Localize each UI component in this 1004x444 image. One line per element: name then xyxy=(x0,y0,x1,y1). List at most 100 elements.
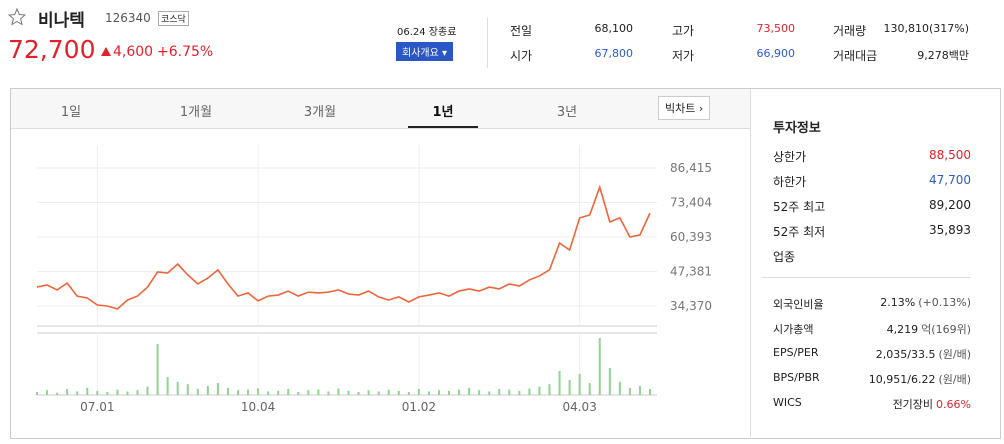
info-label: 상한가 xyxy=(773,150,807,164)
up-arrow xyxy=(101,47,111,56)
volume-bar xyxy=(46,390,49,395)
value: 2,035/33.5 xyxy=(875,348,936,361)
big-chart-label: 빅차트 xyxy=(665,102,696,115)
info-divider xyxy=(762,277,971,278)
info-label: 업종 xyxy=(773,250,796,264)
volume-bar xyxy=(267,391,270,395)
quote-value: 68,100 xyxy=(594,22,634,35)
y-tick-label: 47,381 xyxy=(670,265,712,279)
value: 4,219 xyxy=(886,323,919,336)
volume-bar xyxy=(437,390,440,395)
volume-bar xyxy=(478,390,481,395)
value: 2.13% xyxy=(880,296,916,309)
volume-bar xyxy=(106,392,109,395)
quote-label: 시가 xyxy=(510,49,533,63)
value-sub: (원/배) xyxy=(938,348,971,361)
volume-bar xyxy=(618,381,621,395)
volume-bar xyxy=(588,383,591,395)
price: 72,700 xyxy=(8,35,96,64)
chart-box xyxy=(10,88,1001,439)
quote-label: 고가 xyxy=(672,24,695,38)
volume-bar xyxy=(176,381,179,395)
volume-bar xyxy=(196,389,199,395)
market-badge: 코스닥 xyxy=(158,11,189,26)
quote-label: 전일 xyxy=(510,24,533,38)
info-value: 2.13% (+0.13%) xyxy=(880,296,971,309)
volume-bar xyxy=(56,392,59,395)
stock-name: 비나텍 xyxy=(38,11,85,31)
info-label: 52주 최고 xyxy=(773,200,826,214)
x-tick-label: 01.02 xyxy=(402,400,436,414)
info-value: 2,035/33.5 (원/배) xyxy=(876,346,971,362)
volume-bar xyxy=(317,389,320,395)
y-tick-label: 86,415 xyxy=(670,161,712,175)
info-label: 시가총액 xyxy=(773,323,814,336)
value: 10,951/6.22 xyxy=(868,373,936,386)
volume-bar xyxy=(598,338,601,395)
market-status: 06.24 장종료 xyxy=(397,27,457,38)
big-chart-button[interactable]: 빅차트 › xyxy=(658,96,711,120)
volume-bar xyxy=(498,389,501,395)
x-tick-label: 04.03 xyxy=(562,400,596,414)
change: 4,600 xyxy=(113,44,154,60)
volume-bar xyxy=(136,390,139,395)
x-tick-label: 10.04 xyxy=(241,400,275,414)
volume-bar xyxy=(407,392,410,395)
price-line xyxy=(36,184,651,310)
value-sub: 0.66% xyxy=(936,398,971,411)
volume-bar xyxy=(578,374,581,395)
volume-bar xyxy=(146,386,149,395)
volume-bar xyxy=(377,391,380,395)
info-value: 35,893 xyxy=(929,223,971,237)
y-tick-label: 60,393 xyxy=(670,230,712,244)
volume-bar xyxy=(488,391,491,395)
quote-label: 거래대금 xyxy=(833,49,878,63)
volume-bar xyxy=(558,371,561,395)
info-label: 52주 최저 xyxy=(773,225,826,239)
tab[interactable]: 3개월 xyxy=(303,105,337,120)
volume-bar xyxy=(166,377,169,395)
change-rate: +6.75% xyxy=(157,44,214,60)
star-icon[interactable] xyxy=(8,8,26,26)
volume-bar xyxy=(448,390,451,395)
volume-bar xyxy=(86,387,89,395)
volume-bar xyxy=(649,389,651,395)
volume-bar xyxy=(327,391,330,395)
volume-bar xyxy=(307,390,310,395)
info-label: 외국인비율 xyxy=(773,298,824,311)
info-value: 88,500 xyxy=(929,148,971,162)
volume-bar xyxy=(347,390,350,395)
info-title: 투자정보 xyxy=(773,121,821,136)
volume-bar xyxy=(66,389,69,395)
info-label: WICS xyxy=(773,396,802,409)
value: 전기장비 xyxy=(892,398,934,411)
tab[interactable]: 1개월 xyxy=(179,105,213,120)
volume-bar xyxy=(216,383,219,395)
volume-bar xyxy=(206,386,209,395)
volume-bar xyxy=(397,390,400,395)
quote-value: 73,500 xyxy=(756,22,796,35)
volume-bar xyxy=(417,389,420,395)
value-sub: (원/배) xyxy=(938,373,971,386)
volume-bar xyxy=(297,392,300,395)
tab[interactable]: 3년 xyxy=(556,105,578,120)
info-value: 47,700 xyxy=(929,173,971,187)
volume-bar xyxy=(156,344,159,395)
volume-bar xyxy=(427,391,430,395)
volume-bar xyxy=(468,387,471,395)
tab[interactable]: 1일 xyxy=(60,105,82,120)
quote-label: 거래량 xyxy=(833,24,867,38)
volume-bar xyxy=(538,386,541,395)
y-tick-label: 73,404 xyxy=(670,196,712,210)
volume-bar xyxy=(508,389,511,395)
volume-bar xyxy=(458,389,461,395)
info-value: 10,951/6.22 (원/배) xyxy=(869,371,971,387)
quote-value: 130,810(317%) xyxy=(883,22,969,35)
volume-bar xyxy=(548,384,551,395)
tab[interactable]: 1년 xyxy=(432,105,454,120)
volume-bar xyxy=(186,384,189,395)
company-button-label: 회사개요 xyxy=(402,48,439,59)
company-button[interactable]: 회사개요 ▾ xyxy=(396,42,454,61)
y-tick-label: 34,370 xyxy=(670,299,712,313)
